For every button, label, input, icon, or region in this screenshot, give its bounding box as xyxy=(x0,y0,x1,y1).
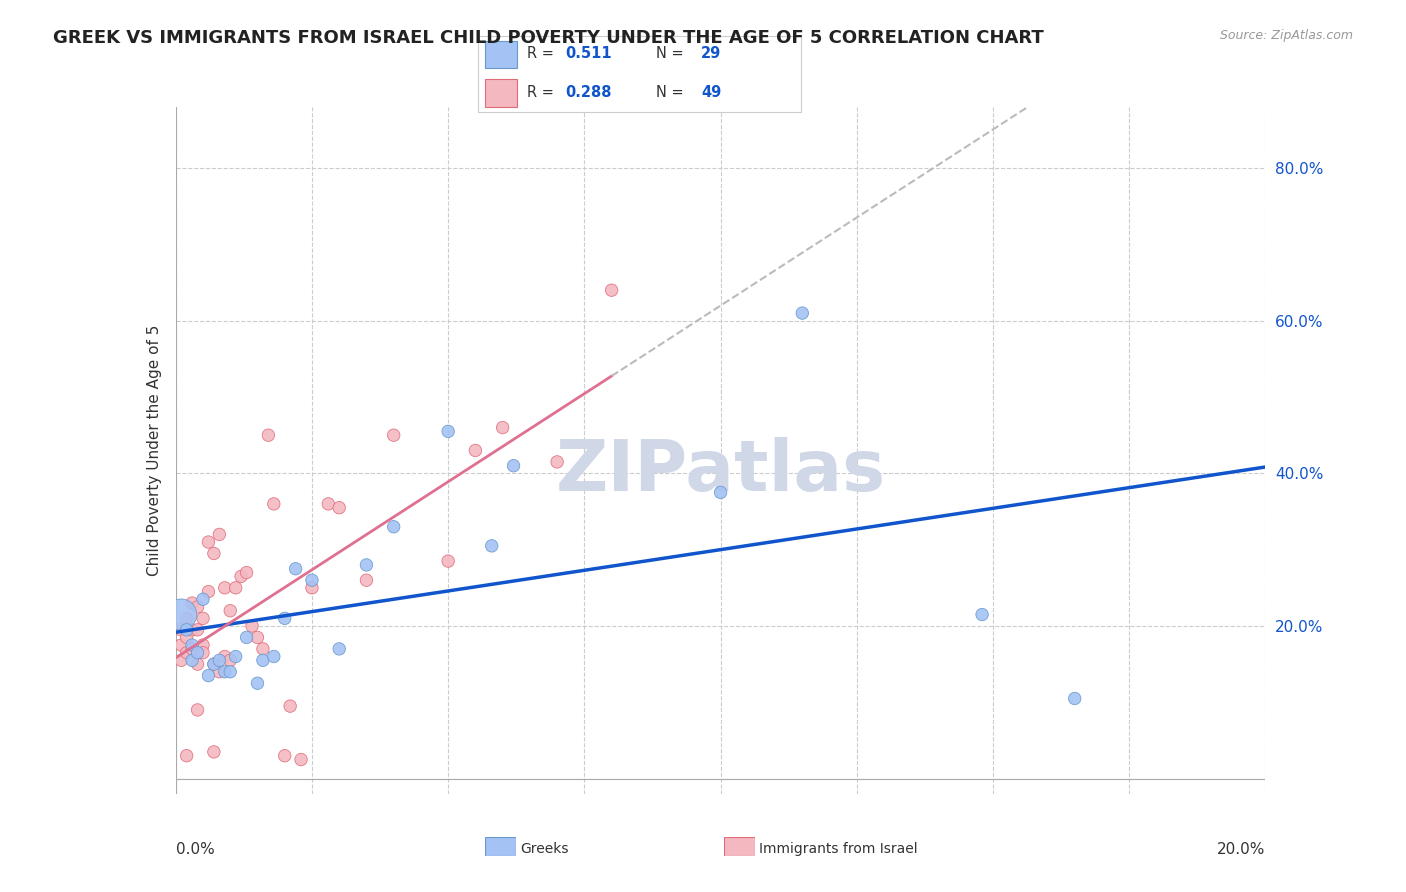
Point xyxy=(191,638,214,652)
Point xyxy=(278,699,301,714)
Point xyxy=(252,641,274,656)
Text: 0.511: 0.511 xyxy=(565,46,612,62)
Point xyxy=(318,497,340,511)
Point xyxy=(181,596,204,610)
Point xyxy=(214,581,236,595)
Point xyxy=(202,657,225,672)
Point xyxy=(437,554,460,568)
Point xyxy=(328,641,350,656)
Point xyxy=(235,566,257,580)
Point xyxy=(176,646,198,660)
Point xyxy=(792,306,814,320)
Point xyxy=(235,631,257,645)
Point xyxy=(186,657,209,672)
Point xyxy=(181,638,204,652)
Point xyxy=(181,653,204,667)
Point xyxy=(197,535,219,549)
Point xyxy=(284,562,307,576)
Point xyxy=(710,485,733,500)
Point xyxy=(214,665,236,679)
Point xyxy=(356,573,378,587)
Point xyxy=(356,558,378,572)
Point xyxy=(290,753,312,767)
Point xyxy=(219,604,242,618)
Point xyxy=(274,748,297,763)
Point xyxy=(197,584,219,599)
Text: 0.288: 0.288 xyxy=(565,85,612,100)
Point xyxy=(202,657,225,672)
Point xyxy=(481,539,503,553)
Point xyxy=(240,619,263,633)
Point xyxy=(382,520,405,534)
Point xyxy=(257,428,280,442)
Point xyxy=(246,676,269,690)
Text: N =: N = xyxy=(657,46,688,62)
Point xyxy=(225,649,247,664)
Point xyxy=(301,581,323,595)
Point xyxy=(191,592,214,607)
Point xyxy=(1063,691,1085,706)
Text: Immigrants from Israel: Immigrants from Israel xyxy=(759,842,918,856)
Point xyxy=(176,631,198,645)
Bar xyxy=(485,41,517,68)
Text: R =: R = xyxy=(527,85,558,100)
Text: N =: N = xyxy=(657,85,688,100)
Point xyxy=(202,546,225,561)
Point xyxy=(202,745,225,759)
Text: ZIPatlas: ZIPatlas xyxy=(555,436,886,506)
Point xyxy=(197,668,219,682)
Point xyxy=(328,500,350,515)
Text: 49: 49 xyxy=(702,85,721,100)
Point xyxy=(191,611,214,625)
Point xyxy=(170,638,193,652)
Point xyxy=(186,646,209,660)
Point xyxy=(263,649,285,664)
Point xyxy=(231,569,253,583)
Point xyxy=(970,607,993,622)
Point xyxy=(263,497,285,511)
Point xyxy=(170,623,193,637)
Point xyxy=(181,641,204,656)
Point xyxy=(492,420,515,434)
Point xyxy=(176,748,198,763)
Point xyxy=(181,623,204,637)
Point xyxy=(600,283,623,297)
Point xyxy=(170,653,193,667)
Point xyxy=(176,611,198,625)
Point xyxy=(546,455,568,469)
Point xyxy=(219,653,242,667)
Point xyxy=(186,599,209,614)
Point xyxy=(502,458,524,473)
Point xyxy=(219,665,242,679)
Y-axis label: Child Poverty Under the Age of 5: Child Poverty Under the Age of 5 xyxy=(146,325,162,576)
Point xyxy=(186,623,209,637)
Text: 29: 29 xyxy=(702,46,721,62)
Bar xyxy=(485,79,517,106)
Point xyxy=(225,581,247,595)
Point xyxy=(191,646,214,660)
Text: 0.0%: 0.0% xyxy=(176,842,215,856)
Point xyxy=(246,631,269,645)
Point xyxy=(252,653,274,667)
Point xyxy=(437,425,460,439)
Text: R =: R = xyxy=(527,46,558,62)
Text: GREEK VS IMMIGRANTS FROM ISRAEL CHILD POVERTY UNDER THE AGE OF 5 CORRELATION CHA: GREEK VS IMMIGRANTS FROM ISRAEL CHILD PO… xyxy=(53,29,1045,46)
Point xyxy=(208,653,231,667)
Text: 20.0%: 20.0% xyxy=(1218,842,1265,856)
Point xyxy=(214,649,236,664)
Point xyxy=(208,527,231,541)
Point xyxy=(186,703,209,717)
Text: Greeks: Greeks xyxy=(520,842,568,856)
Point xyxy=(274,611,297,625)
Point xyxy=(170,607,193,622)
Point xyxy=(464,443,486,458)
Point xyxy=(208,665,231,679)
Point xyxy=(176,623,198,637)
Point xyxy=(382,428,405,442)
Text: Source: ZipAtlas.com: Source: ZipAtlas.com xyxy=(1219,29,1353,42)
Point xyxy=(301,573,323,587)
